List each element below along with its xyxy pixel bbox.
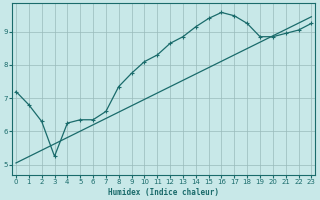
X-axis label: Humidex (Indice chaleur): Humidex (Indice chaleur) (108, 188, 219, 197)
